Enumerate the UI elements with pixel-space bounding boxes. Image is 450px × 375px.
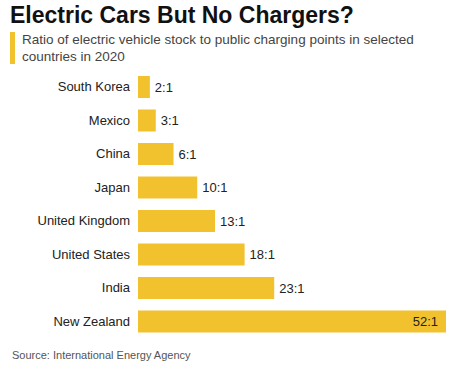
svg-text:United States: United States [52,247,131,262]
svg-text:10:1: 10:1 [202,180,227,195]
svg-text:6:1: 6:1 [179,147,197,162]
svg-text:18:1: 18:1 [250,247,275,262]
html-text:Source: International Energy A: Source: International Energy Agency [12,349,191,361]
svg-text:23:1: 23:1 [279,281,304,296]
html-text:Electric Cars But No Chargers?: Electric Cars But No Chargers? [10,2,354,28]
svg-text:United Kingdom: United Kingdom [38,213,131,228]
svg-text:New Zealand: New Zealand [53,314,130,329]
svg-text:2:1: 2:1 [155,80,173,95]
svg-text:13:1: 13:1 [220,214,245,229]
svg-text:52:1: 52:1 [413,314,438,329]
svg-text:India: India [102,280,131,295]
svg-text:Mexico: Mexico [89,113,130,128]
svg-text:China: China [96,146,131,161]
svg-text:South Korea: South Korea [58,79,131,94]
svg-text:Japan: Japan [95,180,130,195]
html-text:Ratio of electric vehicle stoc: Ratio of electric vehicle stock to publi… [22,32,414,64]
svg-text:3:1: 3:1 [161,113,179,128]
